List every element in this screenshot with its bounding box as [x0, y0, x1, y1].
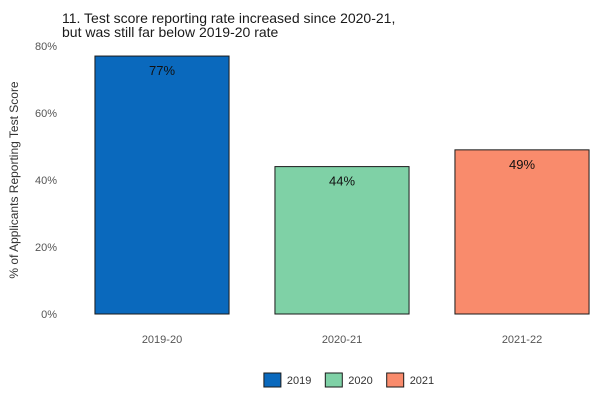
- y-axis-title: % of Applicants Reporting Test Score: [7, 81, 21, 279]
- legend-swatch: [263, 372, 282, 388]
- legend-entry-2019: 2019: [263, 372, 311, 388]
- y-tick-label: 20%: [35, 242, 57, 254]
- y-tick-label: 60%: [35, 108, 57, 120]
- y-tick-label: 0%: [41, 309, 57, 321]
- legend-label: 2021: [410, 375, 434, 387]
- legend: 2019 2020 2021: [263, 372, 434, 388]
- y-axis-ticks: 0% 20% 40% 60% 80%: [35, 41, 57, 321]
- bars: 77% 44% 49%: [94, 55, 590, 315]
- legend-entry-2021: 2021: [386, 372, 434, 388]
- y-tick-label: 40%: [35, 175, 57, 187]
- y-axis-label: % of Applicants Reporting Test Score: [7, 81, 21, 279]
- data-label: 77%: [149, 63, 175, 78]
- data-label: 49%: [509, 157, 535, 172]
- legend-label: 2019: [287, 375, 311, 387]
- bar-2021-22: [454, 149, 590, 315]
- legend-swatch: [386, 372, 405, 388]
- x-axis-ticks: 2019-20 2020-21 2021-22: [142, 334, 542, 346]
- bar-2019-20: [94, 55, 230, 315]
- chart-title: 11. Test score reporting rate increased …: [62, 10, 395, 40]
- chart-title-line-2: but was still far below 2019-20 rate: [62, 24, 279, 40]
- bar-2020-21: [274, 166, 410, 315]
- legend-label: 2020: [348, 375, 372, 387]
- x-tick-label: 2021-22: [502, 334, 542, 346]
- x-tick-label: 2019-20: [142, 334, 182, 346]
- legend-entry-2020: 2020: [324, 372, 373, 388]
- y-tick-label: 80%: [35, 41, 57, 53]
- legend-swatch: [324, 372, 343, 388]
- data-label: 44%: [329, 174, 355, 189]
- x-tick-label: 2020-21: [322, 334, 362, 346]
- chart-title-line-1: 11. Test score reporting rate increased …: [62, 10, 395, 26]
